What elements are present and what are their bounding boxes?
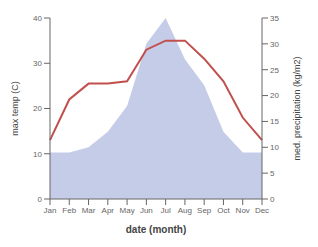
svg-text:30: 30 (270, 40, 279, 49)
svg-text:0: 0 (38, 195, 43, 204)
svg-text:Feb: Feb (62, 206, 76, 215)
svg-text:5: 5 (270, 169, 275, 178)
svg-text:date (month): date (month) (126, 224, 187, 235)
svg-text:Nov: Nov (236, 206, 250, 215)
svg-text:20: 20 (270, 91, 279, 100)
svg-text:0: 0 (270, 195, 275, 204)
svg-text:Jan: Jan (44, 206, 57, 215)
svg-text:30: 30 (33, 59, 42, 68)
svg-text:15: 15 (270, 117, 279, 126)
svg-text:35: 35 (270, 14, 279, 23)
svg-text:Dec: Dec (255, 206, 269, 215)
svg-text:Aug: Aug (178, 206, 192, 215)
svg-text:40: 40 (33, 14, 42, 23)
svg-text:Jun: Jun (140, 206, 153, 215)
svg-text:max temp (C): max temp (C) (10, 81, 20, 136)
svg-text:10: 10 (33, 150, 42, 159)
svg-text:Oct: Oct (217, 206, 230, 215)
svg-text:20: 20 (33, 104, 42, 113)
svg-text:med. precipitation (kg/m2): med. precipitation (kg/m2) (292, 56, 302, 160)
svg-text:25: 25 (270, 66, 279, 75)
svg-text:Sep: Sep (197, 206, 212, 215)
svg-text:Apr: Apr (102, 206, 115, 215)
svg-text:10: 10 (270, 143, 279, 152)
svg-text:Jul: Jul (161, 206, 171, 215)
svg-text:May: May (120, 206, 135, 215)
svg-text:Mar: Mar (82, 206, 96, 215)
